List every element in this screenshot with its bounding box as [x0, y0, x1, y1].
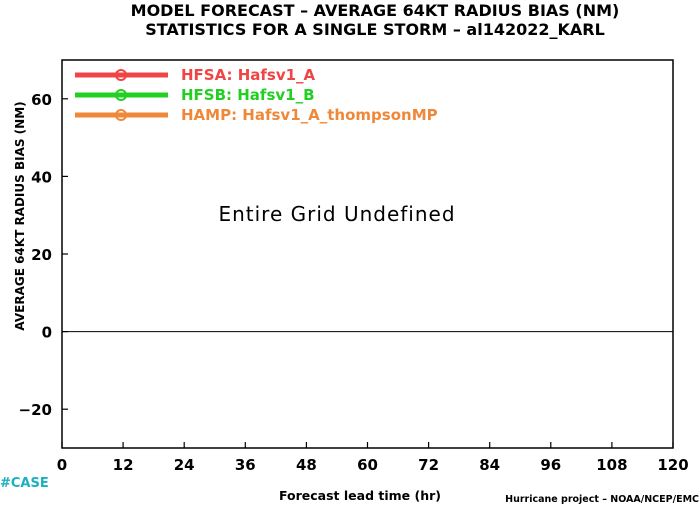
credit-text: Hurricane project – NOAA/NCEP/EMC	[505, 494, 699, 505]
y-tick-label: 40	[31, 168, 52, 186]
x-tick-label: 120	[657, 456, 688, 474]
chart-title: MODEL FORECAST – AVERAGE 64KT RADIUS BIA…	[131, 1, 620, 20]
legend-marker	[115, 69, 127, 81]
y-tick-label: −20	[19, 401, 52, 419]
y-tick-label: 0	[42, 324, 52, 342]
x-tick-label: 0	[57, 456, 67, 474]
legend-marker	[115, 109, 127, 121]
legend-label: HFSA: Hafsv1_A	[181, 66, 316, 84]
legend-label: HAMP: Hafsv1_A_thompsonMP	[181, 106, 438, 124]
y-axis-ticks: −20 0 20 40 60	[19, 91, 68, 419]
x-axis-label: Forecast lead time (hr)	[279, 488, 441, 503]
y-tick-label: 60	[31, 91, 52, 109]
x-tick-label: 108	[596, 456, 627, 474]
legend: HFSA: Hafsv1_A HFSB: Hafsv1_B HAMP: Hafsv1…	[75, 66, 438, 124]
x-tick-label: 12	[113, 456, 134, 474]
x-tick-label: 96	[540, 456, 561, 474]
chart-subtitle: STATISTICS FOR A SINGLE STORM – al142022…	[145, 20, 605, 39]
y-tick-label: 20	[31, 246, 52, 264]
x-tick-label: 60	[357, 456, 378, 474]
x-tick-label: 48	[296, 456, 317, 474]
x-tick-label: 84	[479, 456, 500, 474]
y-axis-label: AVERAGE 64KT RADIUS BIAS (NM)	[13, 101, 27, 330]
x-tick-label: 72	[418, 456, 439, 474]
x-tick-label: 24	[174, 456, 195, 474]
legend-label: HFSB: Hafsv1_B	[181, 86, 315, 104]
case-label: #CASE	[0, 476, 49, 491]
annotation-text: Entire Grid Undefined	[218, 202, 455, 226]
legend-marker	[115, 89, 127, 101]
x-axis-ticks: 0 12 24 36 48 60 72 84 96 108 120	[57, 442, 689, 474]
x-tick-label: 36	[235, 456, 256, 474]
